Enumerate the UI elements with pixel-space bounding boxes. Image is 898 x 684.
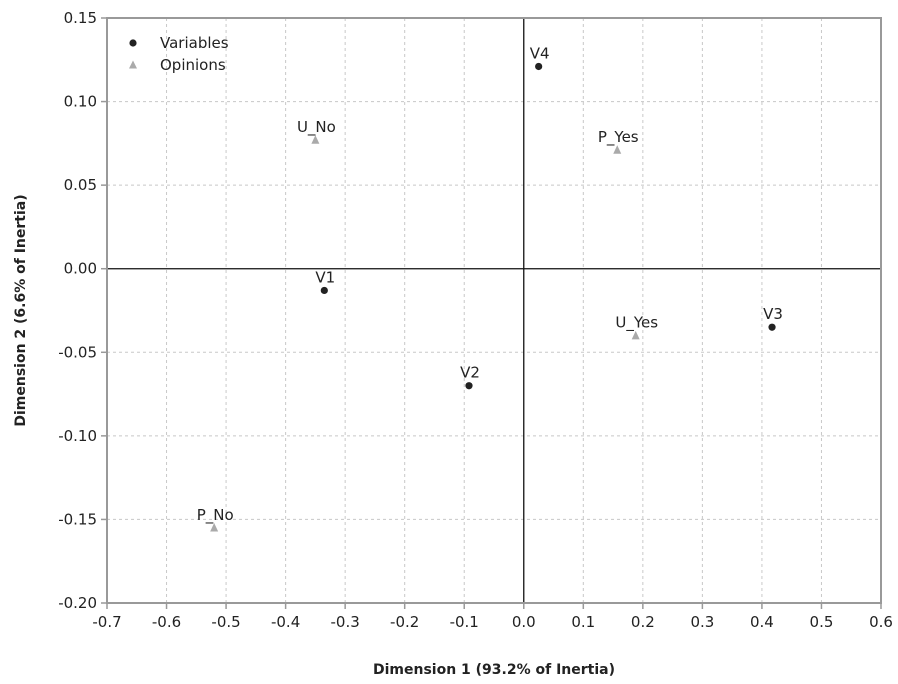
y-axis-title: Dimension 2 (6.6% of Inertia) <box>13 194 29 426</box>
point-u-no <box>311 135 320 144</box>
x-axis-title: Dimension 1 (93.2% of Inertia) <box>373 662 615 678</box>
legend-label-opinions: Opinions <box>160 56 226 74</box>
x-tick-label: -0.1 <box>450 613 479 631</box>
grid-lines <box>106 17 882 604</box>
x-tick-label: -0.4 <box>271 613 300 631</box>
point-label-p-yes: P_Yes <box>598 128 639 147</box>
y-tick-label: -0.10 <box>58 427 97 445</box>
x-tick-label: -0.5 <box>211 613 240 631</box>
legend: Variables Opinions <box>129 34 229 74</box>
y-tick-labels: 0.15 0.10 0.05 0.00 -0.05 -0.10 -0.15 -0.20 <box>58 9 107 612</box>
point-v4 <box>535 62 543 71</box>
y-tick-label: -0.20 <box>58 594 97 612</box>
x-tick-label: 0.1 <box>571 613 595 631</box>
x-tick-label: -0.6 <box>152 613 181 631</box>
data-points: V1 V2 V3 V4 U_No P_Yes U_Yes P_No <box>197 44 783 532</box>
x-tick-label: -0.2 <box>390 613 419 631</box>
legend-label-variables: Variables <box>160 34 229 52</box>
point-v1 <box>320 286 328 295</box>
point-label-v2: V2 <box>460 364 480 382</box>
x-tick-label: 0.4 <box>750 613 774 631</box>
x-tick-label: 0.2 <box>631 613 655 631</box>
legend-marker-opinions <box>129 60 137 69</box>
y-tick-label: -0.15 <box>58 510 97 528</box>
x-tick-label: 0.5 <box>810 613 834 631</box>
y-tick-label: 0.15 <box>64 9 97 27</box>
point-label-u-no: U_No <box>297 118 336 137</box>
x-tick-label: 0.0 <box>512 613 536 631</box>
point-label-u-yes: U_Yes <box>615 314 658 333</box>
point-label-v3: V3 <box>763 305 783 323</box>
point-label-p-no: P_No <box>197 506 234 525</box>
point-v2 <box>465 382 473 390</box>
x-tick-labels: -0.7 -0.6 -0.5 -0.4 -0.3 -0.2 -0.1 0.0 0.1 0.2 0.3… <box>92 603 893 631</box>
point-p-yes <box>613 145 622 154</box>
point-u-yes <box>631 330 640 340</box>
plot-frame <box>106 17 882 604</box>
x-tick-label: 0.6 <box>869 613 893 631</box>
y-tick-label: -0.05 <box>58 343 97 361</box>
zero-axes <box>107 18 881 603</box>
y-tick-label: 0.10 <box>64 93 97 111</box>
x-tick-label: -0.3 <box>331 613 360 631</box>
point-label-v4: V4 <box>530 44 550 62</box>
x-tick-label: 0.3 <box>690 613 714 631</box>
legend-marker-variables <box>129 39 137 47</box>
x-tick-label: -0.7 <box>92 613 121 631</box>
point-label-v1: V1 <box>315 268 335 286</box>
y-tick-label: 0.05 <box>64 176 97 194</box>
y-tick-label: 0.00 <box>64 260 97 278</box>
point-v3 <box>768 323 776 331</box>
point-p-no <box>210 523 219 532</box>
